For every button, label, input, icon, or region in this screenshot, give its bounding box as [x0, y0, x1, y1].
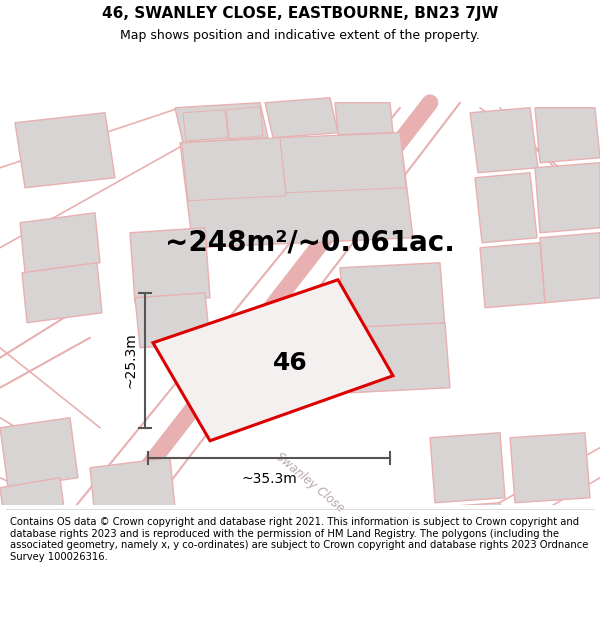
- Polygon shape: [470, 107, 538, 172]
- Polygon shape: [130, 228, 210, 302]
- Text: 46: 46: [272, 351, 307, 375]
- Text: 46, SWANLEY CLOSE, EASTBOURNE, BN23 7JW: 46, SWANLEY CLOSE, EASTBOURNE, BN23 7JW: [102, 6, 498, 21]
- Text: Swanley Close: Swanley Close: [273, 451, 347, 515]
- Polygon shape: [340, 262, 445, 332]
- Polygon shape: [480, 242, 545, 308]
- Polygon shape: [180, 132, 413, 248]
- Polygon shape: [22, 262, 102, 322]
- Polygon shape: [183, 110, 228, 141]
- Text: Map shows position and indicative extent of the property.: Map shows position and indicative extent…: [120, 29, 480, 42]
- Polygon shape: [265, 98, 338, 138]
- Polygon shape: [510, 432, 590, 502]
- Polygon shape: [535, 162, 600, 232]
- Polygon shape: [335, 102, 393, 135]
- Polygon shape: [430, 432, 505, 502]
- Polygon shape: [90, 458, 175, 518]
- Polygon shape: [226, 107, 263, 139]
- Text: ~35.3m: ~35.3m: [241, 472, 297, 486]
- Polygon shape: [535, 107, 600, 162]
- Polygon shape: [182, 138, 286, 201]
- Polygon shape: [430, 503, 505, 562]
- Polygon shape: [0, 478, 68, 548]
- Text: ~25.3m: ~25.3m: [124, 332, 138, 388]
- Polygon shape: [20, 213, 100, 272]
- Polygon shape: [475, 173, 537, 242]
- Polygon shape: [175, 102, 268, 142]
- Polygon shape: [345, 322, 450, 392]
- Polygon shape: [15, 112, 115, 188]
- Text: ~248m²/~0.061ac.: ~248m²/~0.061ac.: [165, 229, 455, 257]
- Text: Contains OS data © Crown copyright and database right 2021. This information is : Contains OS data © Crown copyright and d…: [10, 517, 588, 562]
- Polygon shape: [153, 280, 393, 441]
- Polygon shape: [540, 232, 600, 302]
- Polygon shape: [135, 292, 210, 348]
- Polygon shape: [280, 132, 406, 192]
- Polygon shape: [0, 418, 78, 488]
